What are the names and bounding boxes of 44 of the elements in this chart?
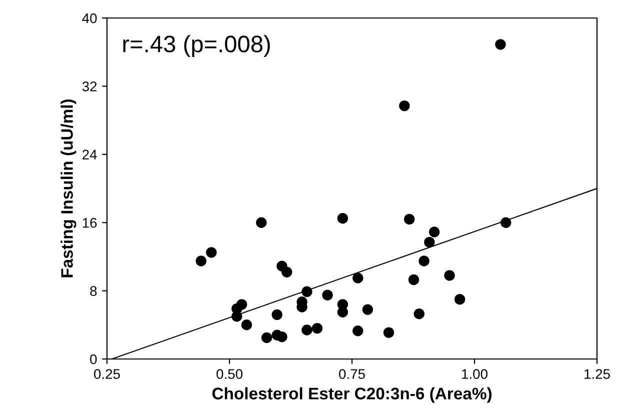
point — [256, 217, 267, 228]
x-tick-label: 1.00 — [462, 369, 488, 379]
point — [261, 332, 272, 344]
x-tick-label: 1.25 — [584, 369, 610, 379]
point — [444, 270, 455, 281]
x-tick-label: 0.75 — [339, 369, 365, 379]
point — [424, 236, 435, 248]
point — [352, 272, 364, 284]
point — [337, 212, 348, 224]
point — [454, 294, 466, 305]
point — [241, 320, 252, 330]
x-tick-label: 0.25 — [94, 369, 120, 379]
annotation: r=.43 (p=.008) — [123, 35, 270, 58]
point — [312, 322, 323, 334]
y-tick-label: 40 — [82, 13, 97, 24]
point — [337, 306, 348, 318]
point — [322, 290, 333, 300]
point — [414, 308, 424, 320]
point — [281, 266, 292, 278]
point — [352, 326, 364, 336]
point — [302, 324, 312, 336]
y-tick-label: 24 — [82, 150, 97, 160]
y-tick-label: 8 — [90, 286, 97, 296]
point — [362, 304, 374, 315]
point — [231, 311, 242, 322]
y-tick-label: 32 — [82, 82, 97, 92]
point — [418, 256, 430, 266]
y-tick-label: 0 — [90, 354, 97, 364]
point — [196, 256, 206, 266]
point — [408, 274, 420, 286]
point — [272, 309, 282, 320]
point — [276, 331, 288, 342]
point — [302, 286, 312, 298]
point — [500, 217, 512, 228]
point — [399, 100, 410, 112]
point — [495, 39, 506, 50]
y-tick-label: 16 — [82, 218, 97, 228]
y-axis-title: Fasting Insulin (uU/ml) — [60, 100, 76, 278]
x-tick-label: 0.50 — [216, 369, 242, 379]
x-axis-title: Cholesterol Ester C20:3n-6 (Area%) — [212, 387, 492, 403]
point — [206, 247, 217, 258]
point — [428, 226, 440, 238]
point — [383, 327, 394, 338]
point — [404, 214, 415, 225]
